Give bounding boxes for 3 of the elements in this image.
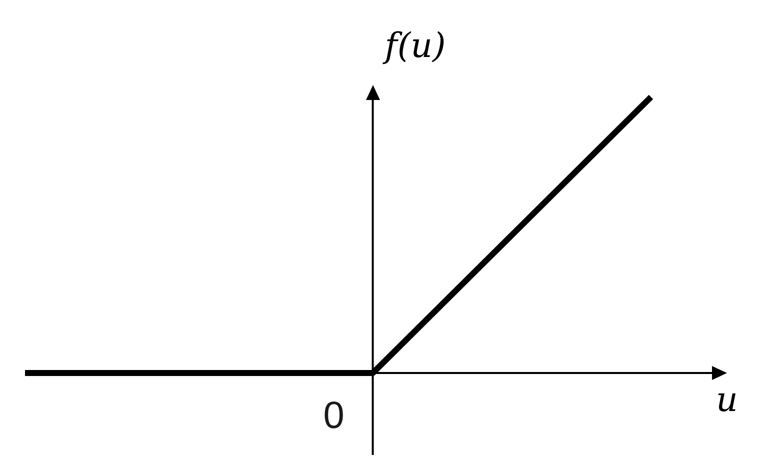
y-axis-title: f(u) (382, 26, 446, 66)
x-axis-title: u (716, 380, 738, 420)
text: 0 (323, 395, 344, 437)
